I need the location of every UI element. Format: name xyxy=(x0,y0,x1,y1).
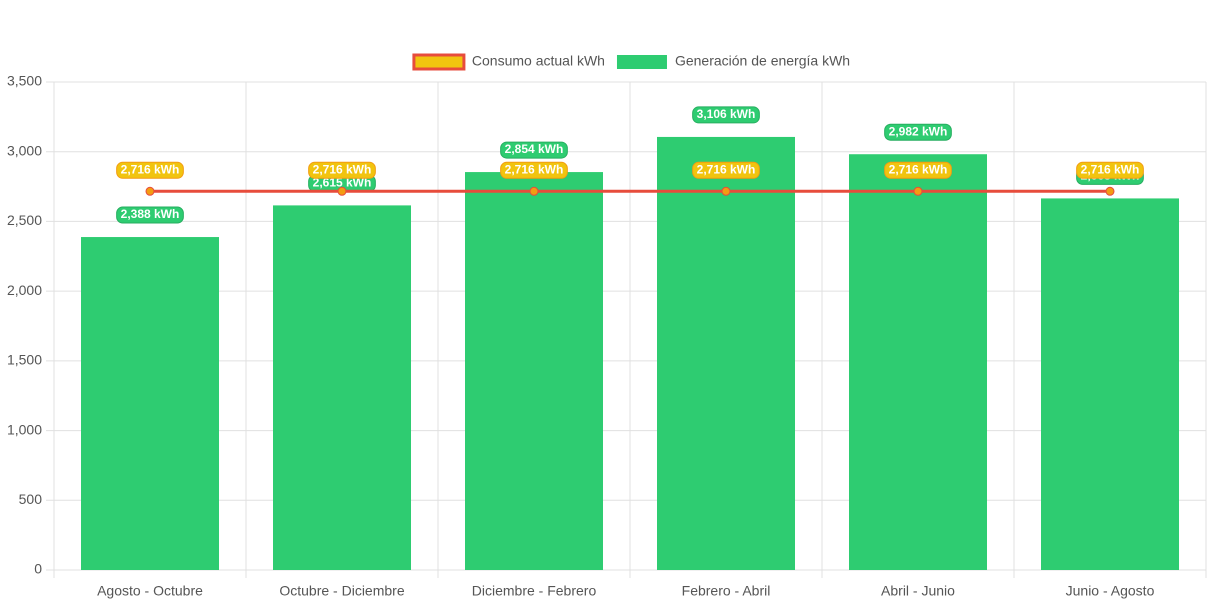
value-label: 2,615 kWh xyxy=(313,176,372,190)
legend-label: Consumo actual kWh xyxy=(472,53,605,69)
value-label: 2,716 kWh xyxy=(505,162,564,176)
value-label: 2,716 kWh xyxy=(1081,162,1140,176)
bar xyxy=(81,237,219,571)
value-label: 2,716 kWh xyxy=(121,162,180,176)
x-tick-label: Junio - Agosto xyxy=(1066,583,1155,599)
y-tick-label: 500 xyxy=(19,491,43,507)
value-label-box xyxy=(692,106,760,124)
value-label-box xyxy=(692,161,760,179)
legend-item[interactable]: Consumo actual kWh xyxy=(412,53,605,71)
point xyxy=(913,186,923,196)
value-label-box xyxy=(500,141,568,159)
y-tick-label: 2,500 xyxy=(7,212,42,228)
legend-swatch xyxy=(412,53,466,71)
value-label-box xyxy=(500,161,568,179)
value-label: 2,716 kWh xyxy=(697,162,756,176)
x-tick-label: Abril - Junio xyxy=(881,583,955,599)
value-label: 2,716 kWh xyxy=(889,162,948,176)
y-tick-label: 1,000 xyxy=(7,421,42,437)
bar xyxy=(849,154,987,570)
bar xyxy=(1041,198,1179,570)
point xyxy=(529,186,539,196)
bar xyxy=(657,136,795,570)
value-label-box xyxy=(1076,161,1144,179)
value-label-box xyxy=(308,161,376,179)
legend-label: Generación de energía kWh xyxy=(675,53,850,69)
legend-item[interactable]: Generación de energía kWh xyxy=(616,53,850,69)
value-label: 2,854 kWh xyxy=(505,142,564,156)
point xyxy=(337,186,347,196)
value-label: 2,388 kWh xyxy=(121,207,180,221)
value-label-box xyxy=(116,206,184,224)
x-tick-label: Agosto - Octubre xyxy=(97,583,203,599)
y-tick-label: 3,000 xyxy=(7,142,42,158)
y-tick-label: 0 xyxy=(34,561,42,577)
point xyxy=(145,186,155,196)
y-tick-label: 2,000 xyxy=(7,282,42,298)
point xyxy=(1105,186,1115,196)
value-label-box xyxy=(884,161,952,179)
value-label: 3,106 kWh xyxy=(697,107,756,121)
legend-swatch xyxy=(616,55,667,69)
bar xyxy=(273,205,411,570)
y-tick-label: 3,500 xyxy=(7,73,42,89)
value-label-box xyxy=(884,123,952,141)
value-label: 2,982 kWh xyxy=(889,124,948,138)
x-tick-label: Diciembre - Febrero xyxy=(472,583,597,599)
point xyxy=(721,186,731,196)
y-tick-label: 1,500 xyxy=(7,352,42,368)
x-tick-label: Octubre - Diciembre xyxy=(279,583,404,599)
x-tick-label: Febrero - Abril xyxy=(682,583,771,599)
value-label: 2,716 kWh xyxy=(313,162,372,176)
value-label-box xyxy=(116,161,184,179)
bar xyxy=(465,172,603,570)
